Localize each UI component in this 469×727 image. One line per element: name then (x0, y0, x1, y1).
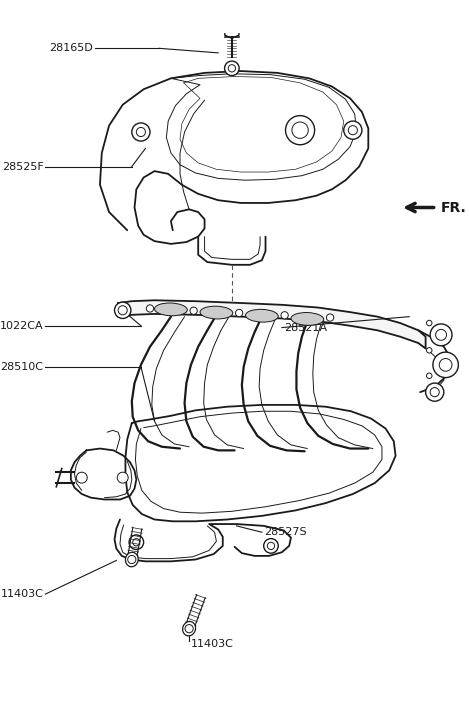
Circle shape (136, 127, 145, 137)
Circle shape (281, 312, 288, 319)
Circle shape (425, 383, 444, 401)
Circle shape (344, 121, 362, 140)
Circle shape (430, 387, 439, 397)
Ellipse shape (155, 303, 187, 316)
Circle shape (326, 314, 334, 321)
Text: 28510C: 28510C (0, 362, 44, 371)
Polygon shape (100, 71, 368, 244)
Circle shape (286, 116, 315, 145)
Circle shape (190, 307, 197, 314)
Ellipse shape (245, 310, 278, 322)
Circle shape (235, 310, 243, 317)
Circle shape (225, 61, 239, 76)
Polygon shape (114, 520, 291, 561)
Circle shape (129, 535, 144, 550)
Text: 1022CA: 1022CA (0, 321, 44, 331)
Polygon shape (198, 236, 265, 265)
Circle shape (118, 306, 127, 315)
Text: FR.: FR. (441, 201, 467, 214)
Circle shape (128, 555, 136, 563)
Circle shape (433, 352, 458, 377)
Text: 28527S: 28527S (264, 527, 306, 537)
Circle shape (117, 473, 128, 483)
Circle shape (114, 302, 131, 318)
Polygon shape (118, 300, 425, 348)
Circle shape (185, 624, 193, 632)
Circle shape (228, 65, 235, 72)
Text: 28525F: 28525F (2, 161, 44, 172)
Text: 11403C: 11403C (191, 639, 234, 649)
Circle shape (146, 305, 154, 312)
Polygon shape (71, 449, 136, 499)
Circle shape (267, 542, 275, 550)
Text: 28521A: 28521A (284, 323, 327, 332)
Text: 11403C: 11403C (0, 589, 44, 599)
Polygon shape (125, 405, 395, 521)
Circle shape (426, 321, 432, 326)
Ellipse shape (291, 313, 324, 325)
Circle shape (133, 539, 140, 546)
Polygon shape (225, 25, 239, 39)
Circle shape (439, 358, 452, 371)
Circle shape (430, 324, 452, 346)
Circle shape (426, 348, 432, 353)
Text: 28165D: 28165D (49, 44, 93, 53)
Circle shape (132, 123, 150, 141)
Circle shape (264, 539, 278, 553)
Circle shape (348, 126, 357, 134)
Circle shape (436, 329, 446, 340)
Ellipse shape (182, 622, 196, 636)
Circle shape (292, 122, 308, 138)
Ellipse shape (125, 553, 138, 567)
Circle shape (76, 473, 87, 483)
Circle shape (426, 373, 432, 379)
Ellipse shape (200, 306, 233, 319)
